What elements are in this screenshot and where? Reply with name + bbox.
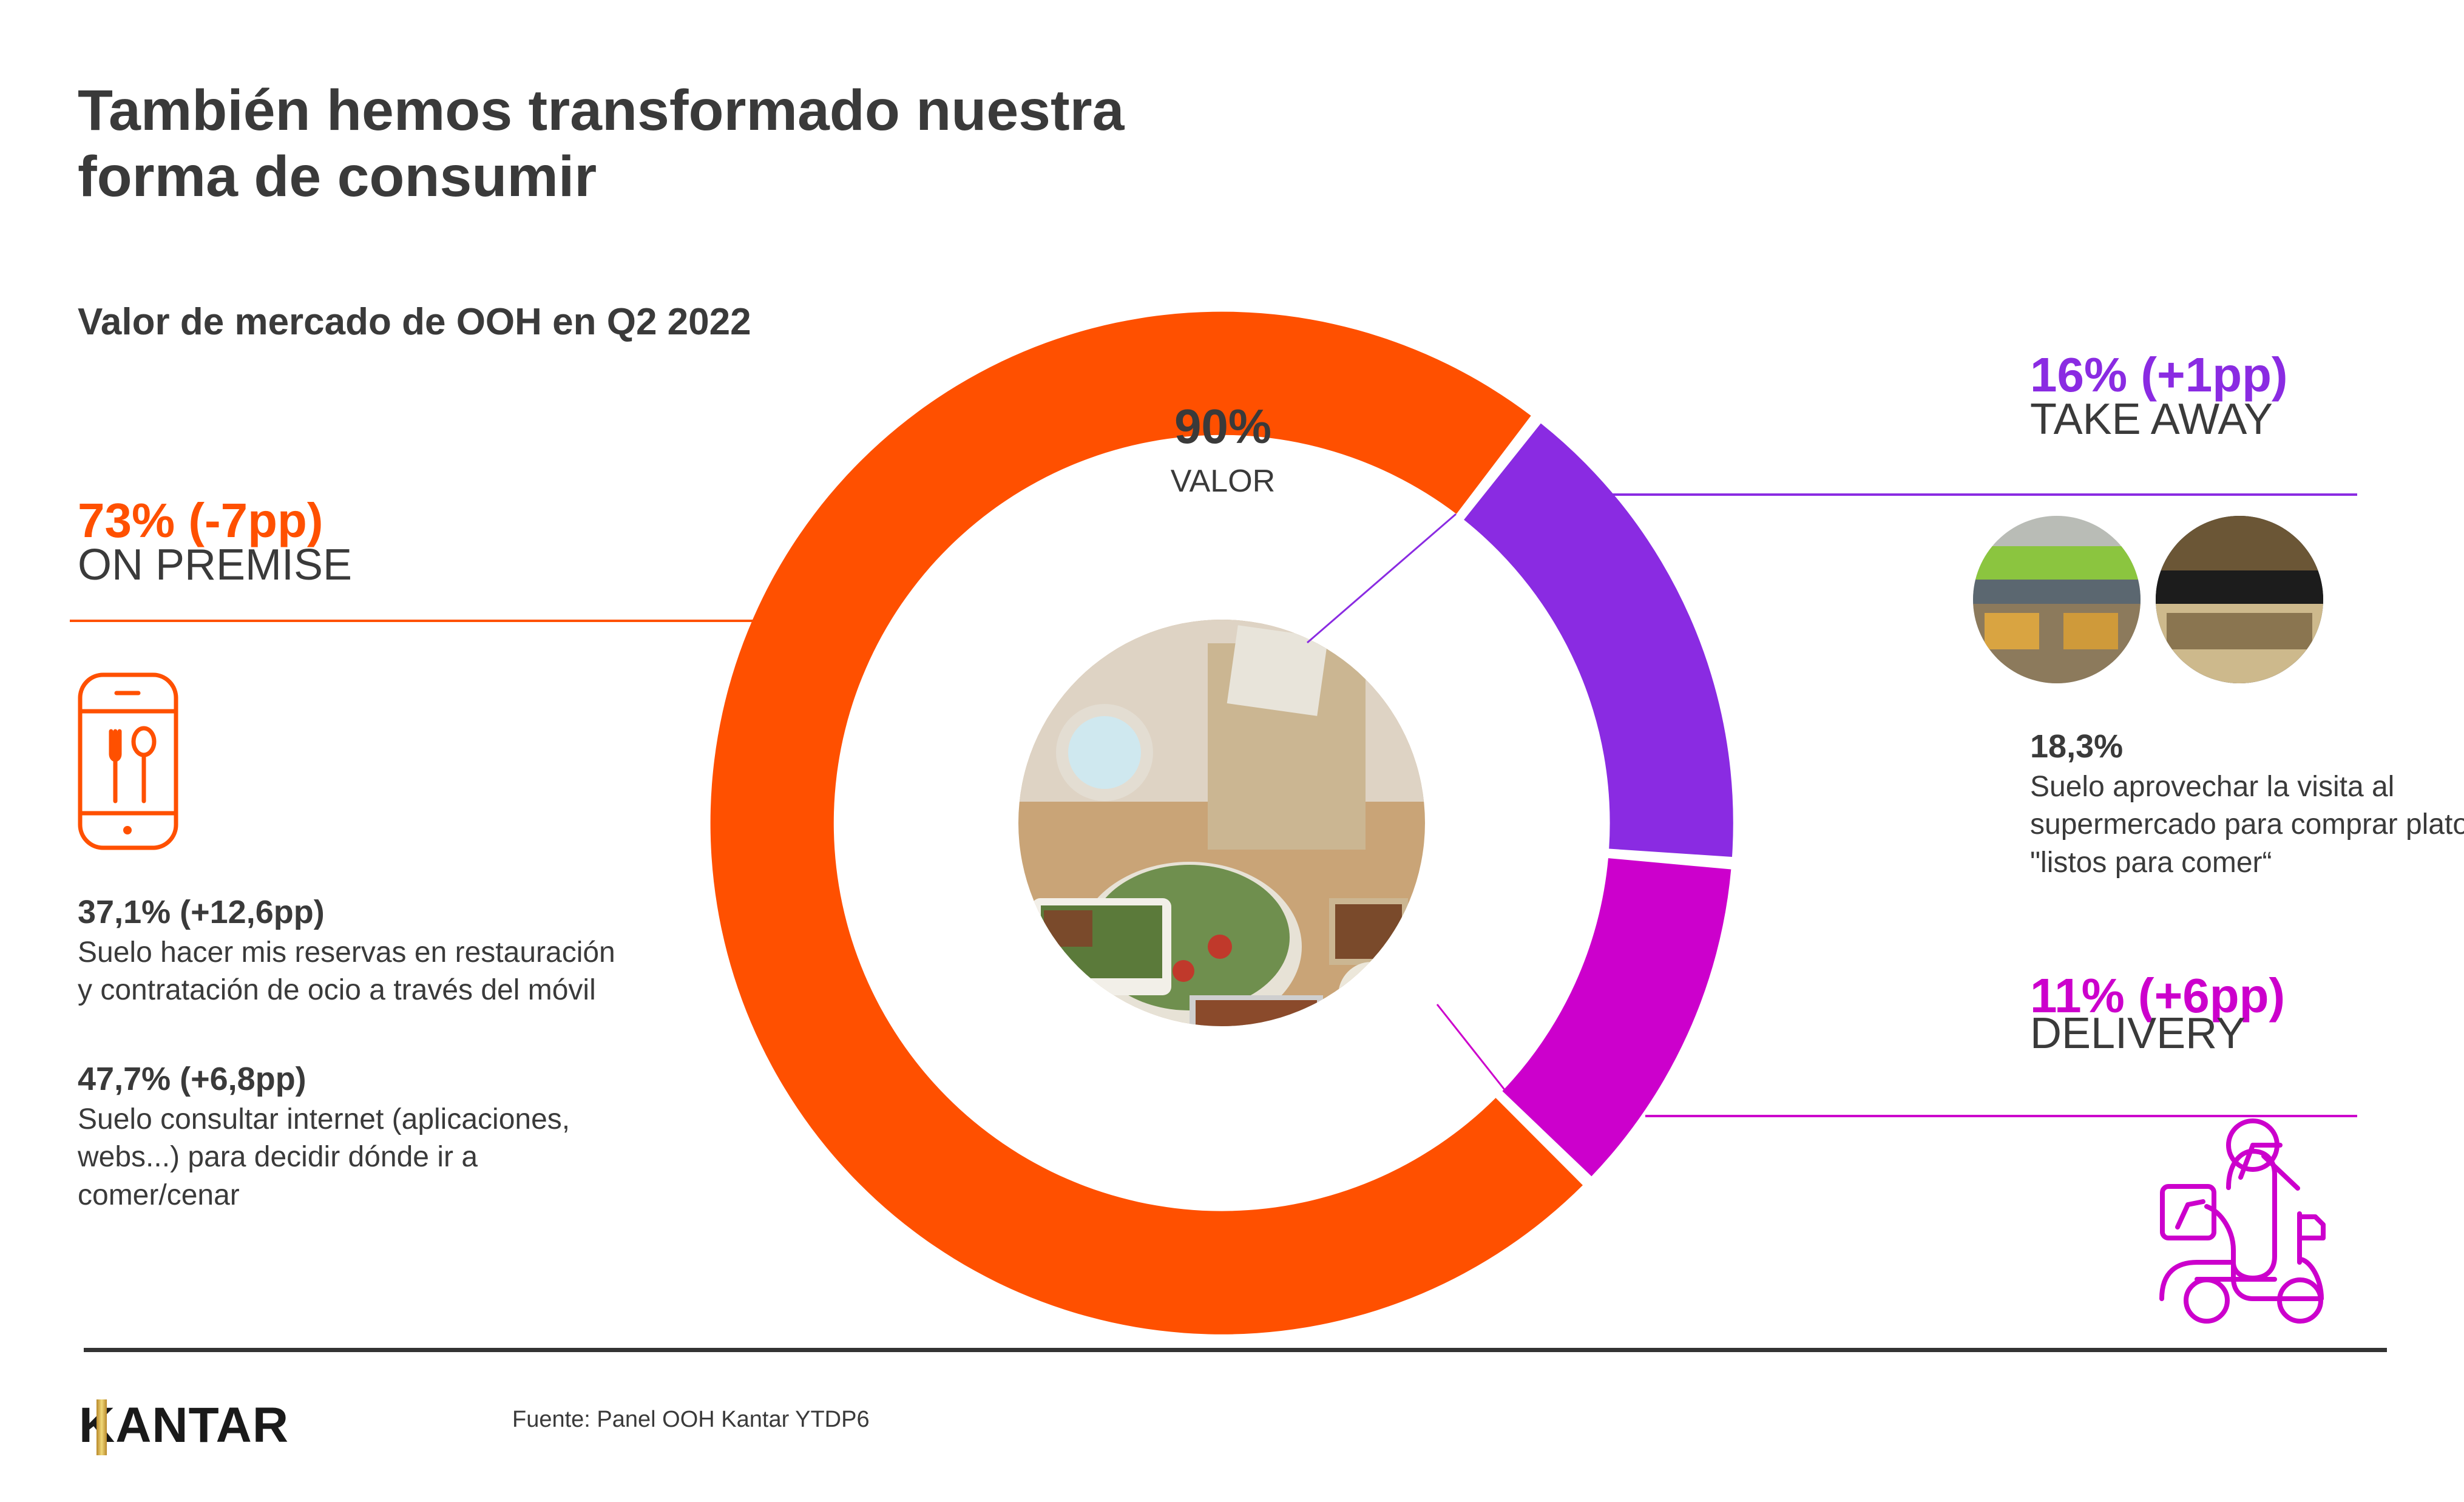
svg-text:VALOR: VALOR [1171, 464, 1275, 499]
svg-text:90%: 90% [1174, 399, 1271, 453]
